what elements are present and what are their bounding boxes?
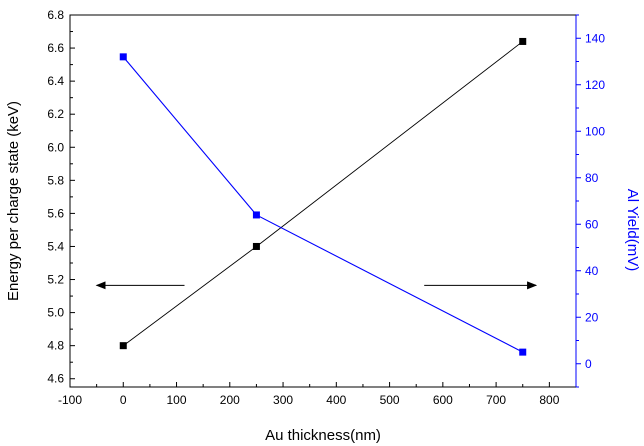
x-tick-label: 500	[380, 393, 400, 407]
left-y-axis: 4.6 4.8 5.0 5.2 5.4 5.6 5.8 6.0 6.2 6.4 6.6 6.8	[47, 8, 75, 386]
x-tick-label: 600	[433, 393, 453, 407]
left-y-tick-label: 5.6	[47, 206, 64, 220]
left-y-tick-label: 6.0	[47, 140, 64, 154]
left-y-tick-label: 6.8	[47, 8, 64, 22]
x-tick-label: 100	[167, 393, 187, 407]
x-tick-label: 0	[120, 393, 127, 407]
series-2-line	[122, 56, 523, 353]
right-y-tick-label: 40	[585, 264, 599, 278]
left-y-tick-label: 4.6	[47, 372, 64, 386]
right-y-axis: 0 20 40 60 80 100 120 140	[576, 14, 605, 388]
x-tick-label: 800	[539, 393, 559, 407]
right-y-axis-title: Al Yield(mV)	[624, 189, 641, 272]
series-layer	[119, 37, 527, 356]
series-1-line	[122, 41, 524, 347]
series-1-point	[519, 37, 527, 45]
x-tick-label: 400	[326, 393, 346, 407]
x-tick-label: 300	[273, 393, 293, 407]
left-y-tick-label: 6.2	[47, 107, 64, 121]
right-y-tick-label: 80	[585, 171, 599, 185]
x-axis: -100 0 100 200 300 400 500 600 700 800	[58, 382, 560, 407]
left-y-tick-label: 5.8	[47, 173, 64, 187]
left-y-tick-label: 6.4	[47, 74, 64, 88]
series-2-point	[252, 211, 260, 219]
series-2-point	[119, 53, 127, 61]
right-y-tick-label: 20	[585, 310, 599, 324]
x-tick-label: -100	[58, 393, 82, 407]
left-y-tick-label: 4.8	[47, 339, 64, 353]
right-y-tick-label: 100	[585, 124, 605, 138]
left-y-tick-label: 5.4	[47, 239, 64, 253]
right-y-tick-label: 140	[585, 31, 605, 45]
left-y-tick-label: 5.0	[47, 306, 64, 320]
right-y-tick-label: 120	[585, 78, 605, 92]
plot-frame	[69, 14, 577, 388]
left-y-tick-label: 6.6	[47, 41, 64, 55]
x-axis-title: Au thickness(nm)	[265, 427, 381, 444]
x-tick-label: 200	[220, 393, 240, 407]
series-1-point	[119, 342, 127, 350]
left-y-axis-title: Energy per charge state (keV)	[5, 101, 22, 301]
left-y-tick-label: 5.2	[47, 273, 64, 287]
series-1-point	[252, 242, 260, 250]
right-y-tick-label: 0	[585, 357, 592, 371]
right-y-tick-label: 60	[585, 217, 599, 231]
x-tick-label: 700	[486, 393, 506, 407]
series-2-point	[519, 348, 527, 356]
